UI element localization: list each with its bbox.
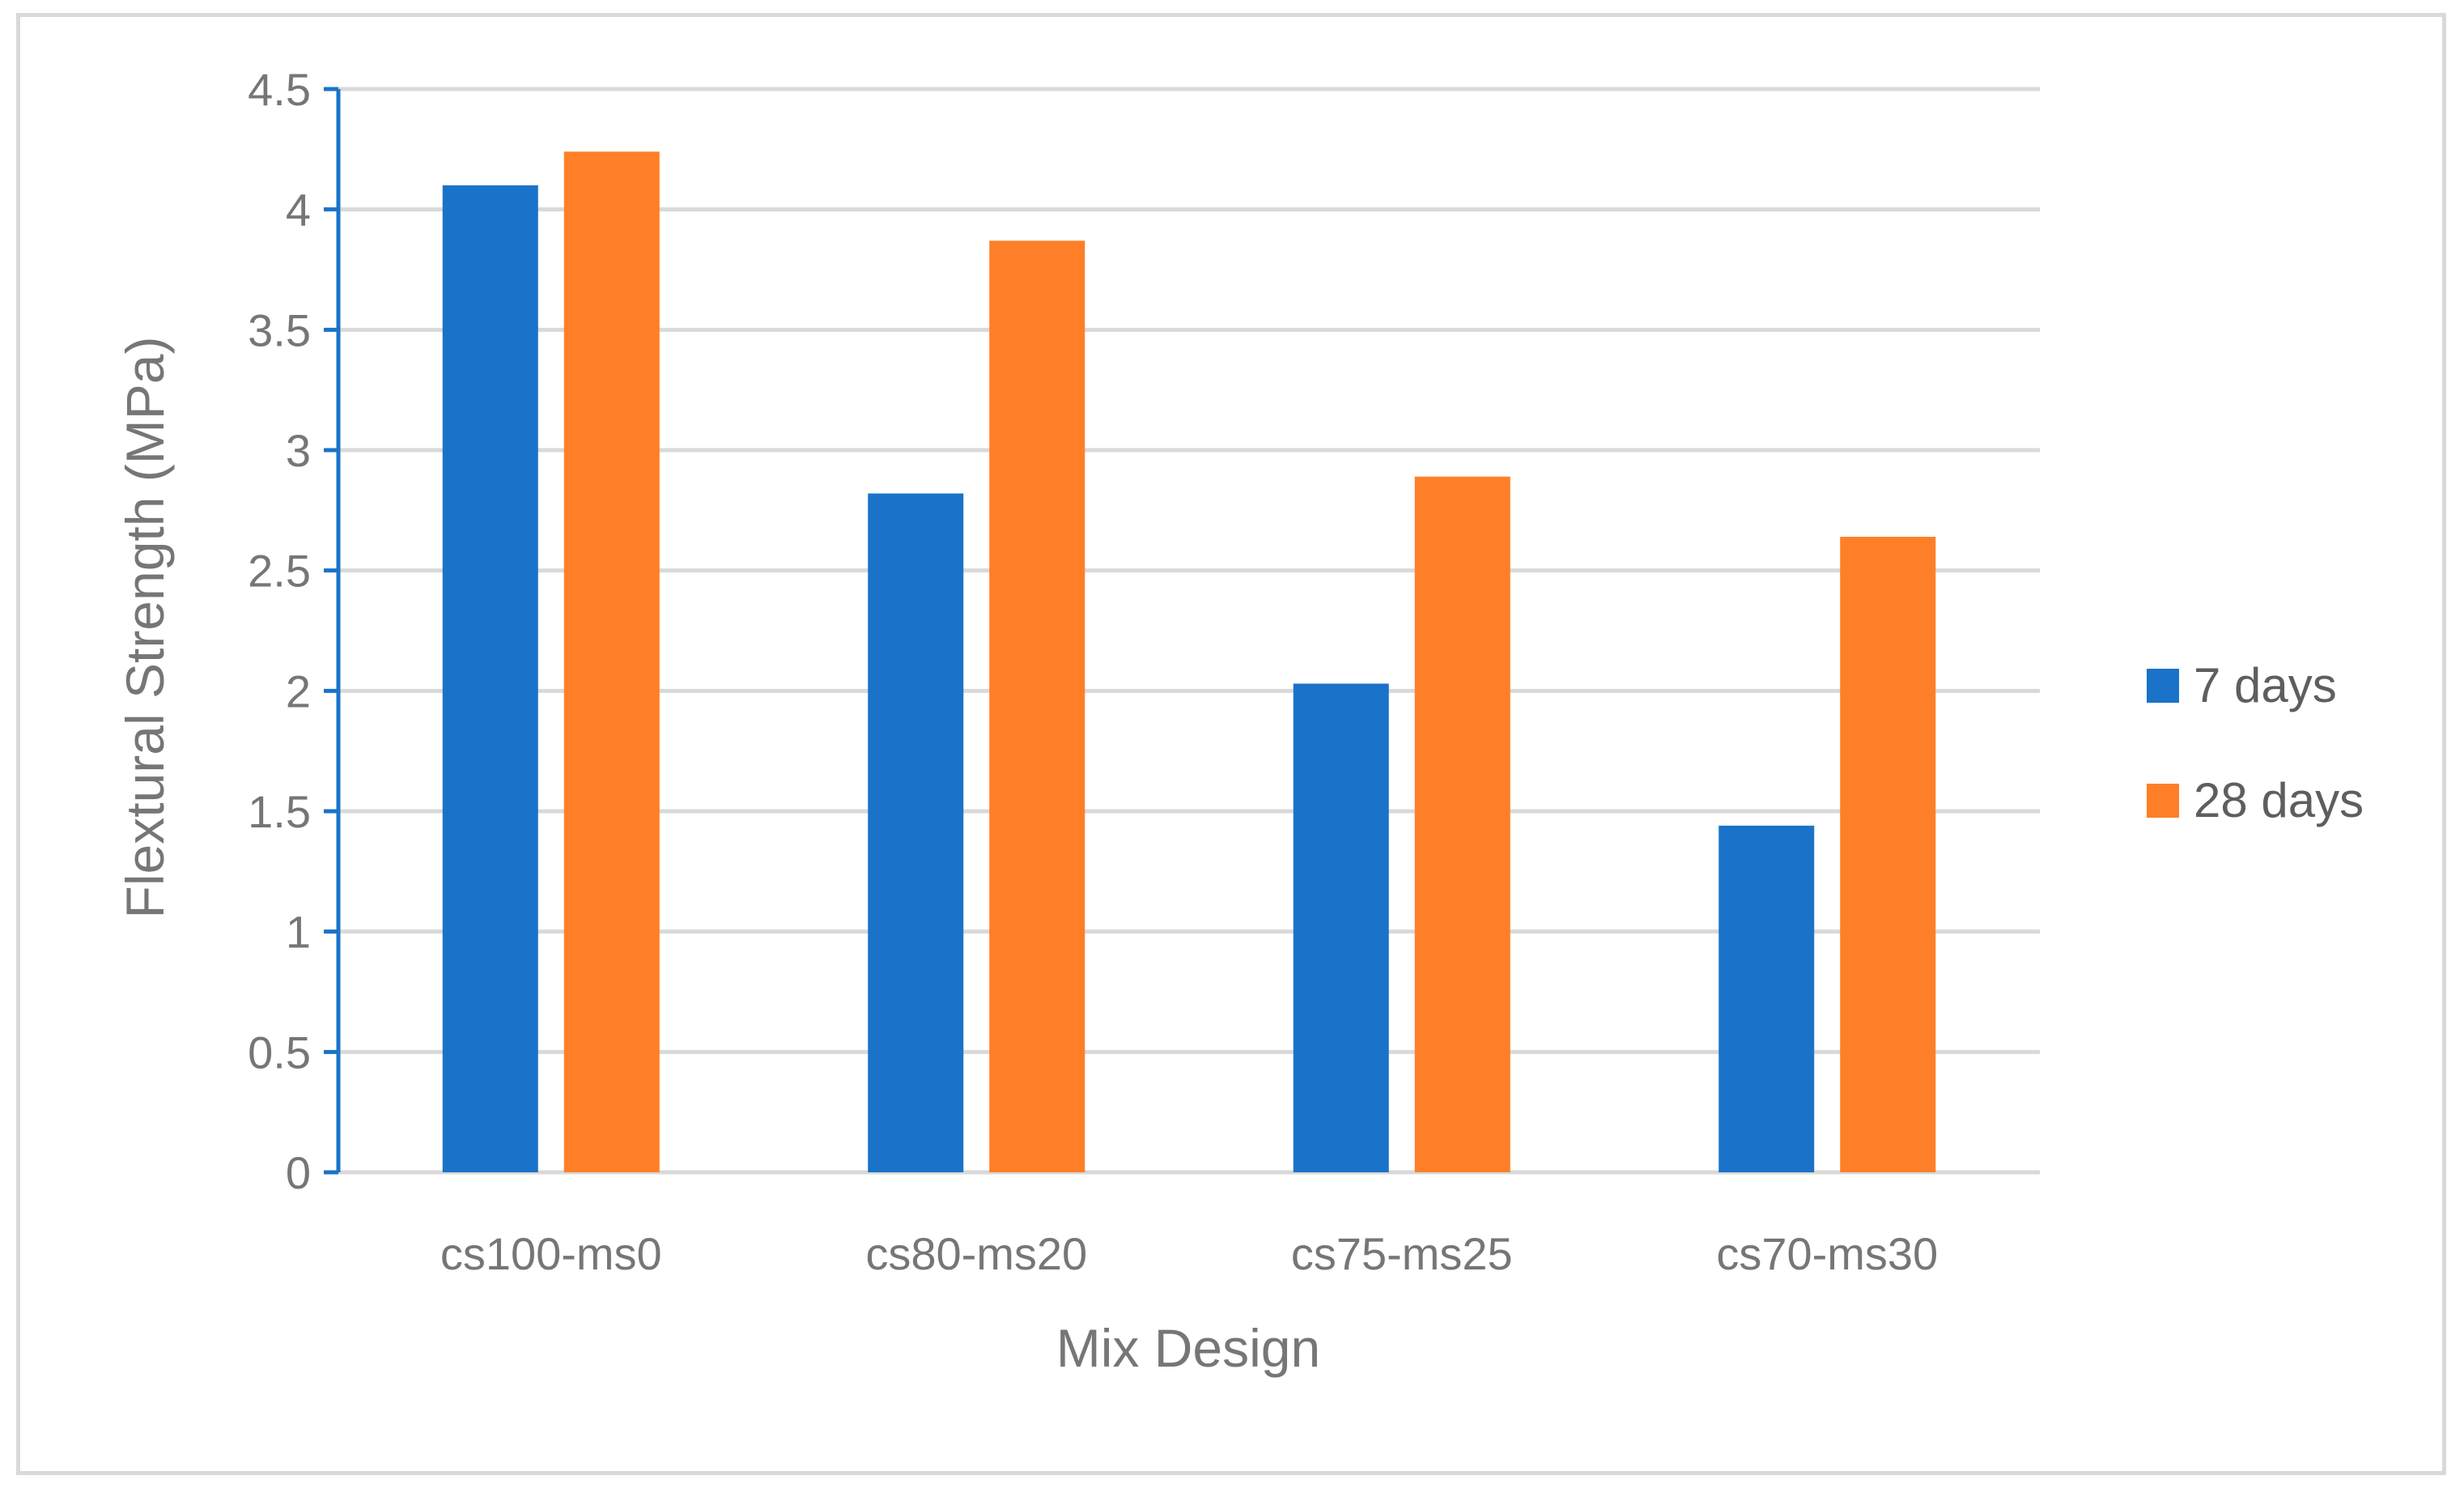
bar-28-days-cs75-ms25 [1414, 476, 1510, 1172]
y-tick-label: 0 [286, 1147, 311, 1198]
y-tick-labels: 0 0.5 1 1.5 2 2.5 3 3.5 4 4.5 [248, 64, 311, 1198]
bar-7-days-cs75-ms25 [1293, 683, 1389, 1172]
y-tick-label: 4 [286, 185, 311, 236]
y-tick-label: 3 [286, 425, 311, 476]
x-axis-title: Mix Design [1056, 1318, 1320, 1378]
bar-7-days-cs80-ms20 [868, 493, 964, 1172]
y-tick-label: 1 [286, 907, 311, 958]
x-tick-label: cs100-ms0 [440, 1228, 662, 1279]
x-tick-labels: cs100-ms0 cs80-ms20 cs75-ms25 cs70-ms30 [440, 1228, 1938, 1279]
legend-label-28-days: 28 days [2194, 773, 2364, 827]
y-axis [324, 87, 341, 1175]
bar-28-days-cs100-ms0 [563, 151, 660, 1173]
y-tick-label: 2 [286, 665, 311, 716]
bars [442, 151, 1936, 1173]
bar-28-days-cs80-ms20 [989, 240, 1085, 1172]
legend-swatch-7-days [2147, 669, 2179, 703]
y-tick-label: 2.5 [248, 546, 311, 597]
y-tick-label: 0.5 [248, 1027, 311, 1078]
bar-7-days-cs70-ms30 [1718, 825, 1815, 1172]
bar-7-days-cs100-ms0 [442, 185, 538, 1172]
x-tick-label: cs75-ms25 [1291, 1228, 1513, 1279]
x-tick-label: cs70-ms30 [1716, 1228, 1938, 1279]
y-tick-label: 4.5 [248, 64, 311, 115]
y-tick-label: 3.5 [248, 304, 311, 355]
chart-frame [16, 13, 2446, 1475]
legend-swatch-28-days [2147, 784, 2179, 818]
y-tick-label: 1.5 [248, 786, 311, 837]
legend-label-7-days: 7 days [2194, 658, 2337, 712]
bar-28-days-cs70-ms30 [1840, 537, 1936, 1172]
legend: 7 days 28 days [2147, 658, 2364, 827]
y-axis-title: Flextural Strength (MPa) [115, 337, 175, 919]
x-tick-label: cs80-ms20 [865, 1228, 1087, 1279]
